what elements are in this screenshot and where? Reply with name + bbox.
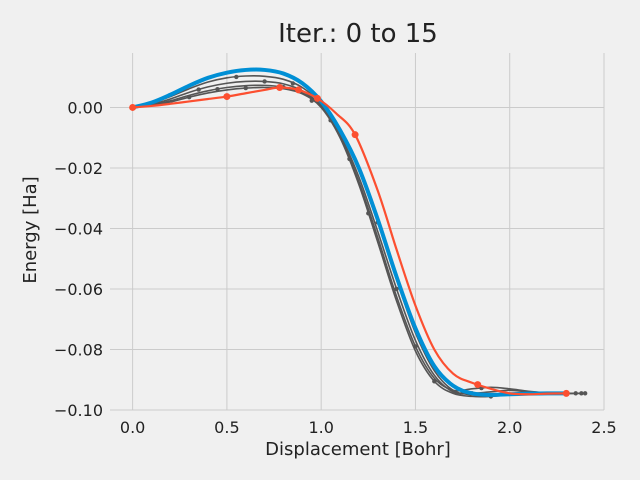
data-point (309, 98, 314, 103)
y-tick-label: −0.10 (54, 401, 103, 420)
chart-title: Iter.: 0 to 15 (278, 19, 438, 49)
y-tick-labels: −0.10 −0.08 −0.06 −0.04 −0.02 0.00 (54, 98, 103, 420)
x-tick-label: 1.5 (403, 418, 428, 437)
x-tick-label: 2.5 (591, 418, 616, 437)
data-point (186, 94, 192, 100)
x-tick-label: 0.5 (214, 418, 239, 437)
data-point (394, 286, 399, 292)
series-initial-0 (130, 67, 569, 397)
y-tick-label: −0.02 (54, 159, 103, 178)
x-tick-label: 2.0 (497, 418, 522, 437)
series-line (131, 80, 583, 395)
data-point (313, 94, 321, 102)
data-point (215, 86, 220, 92)
y-tick-label: −0.06 (54, 280, 103, 299)
data-point (432, 379, 437, 384)
series-line (130, 67, 569, 397)
data-point (129, 103, 137, 111)
series-final-5 (129, 83, 570, 397)
data-point (223, 93, 231, 101)
series-line (131, 84, 577, 395)
data-point (295, 86, 303, 94)
series-layer (129, 67, 588, 399)
y-tick-label: −0.04 (54, 219, 103, 238)
x-tick-label: 1.0 (308, 418, 333, 437)
y-tick-label: −0.08 (54, 340, 103, 359)
x-tick-label: 0.0 (120, 418, 145, 437)
series-line (131, 86, 568, 396)
data-point (196, 87, 201, 92)
data-point (262, 79, 267, 84)
data-point (582, 391, 588, 396)
y-axis-label: Energy [Ha] (20, 176, 41, 283)
x-tick-labels: 0.0 0.5 1.0 1.5 2.0 2.5 (120, 418, 617, 437)
data-point (366, 211, 371, 216)
data-point (474, 381, 482, 389)
data-point (234, 74, 239, 80)
data-point (351, 131, 359, 139)
y-tick-label: 0.00 (67, 98, 103, 117)
data-point (290, 81, 296, 86)
data-point (276, 83, 284, 91)
data-point (562, 389, 570, 397)
data-point (243, 85, 248, 91)
x-axis-label: Displacement [Bohr] (265, 439, 451, 460)
